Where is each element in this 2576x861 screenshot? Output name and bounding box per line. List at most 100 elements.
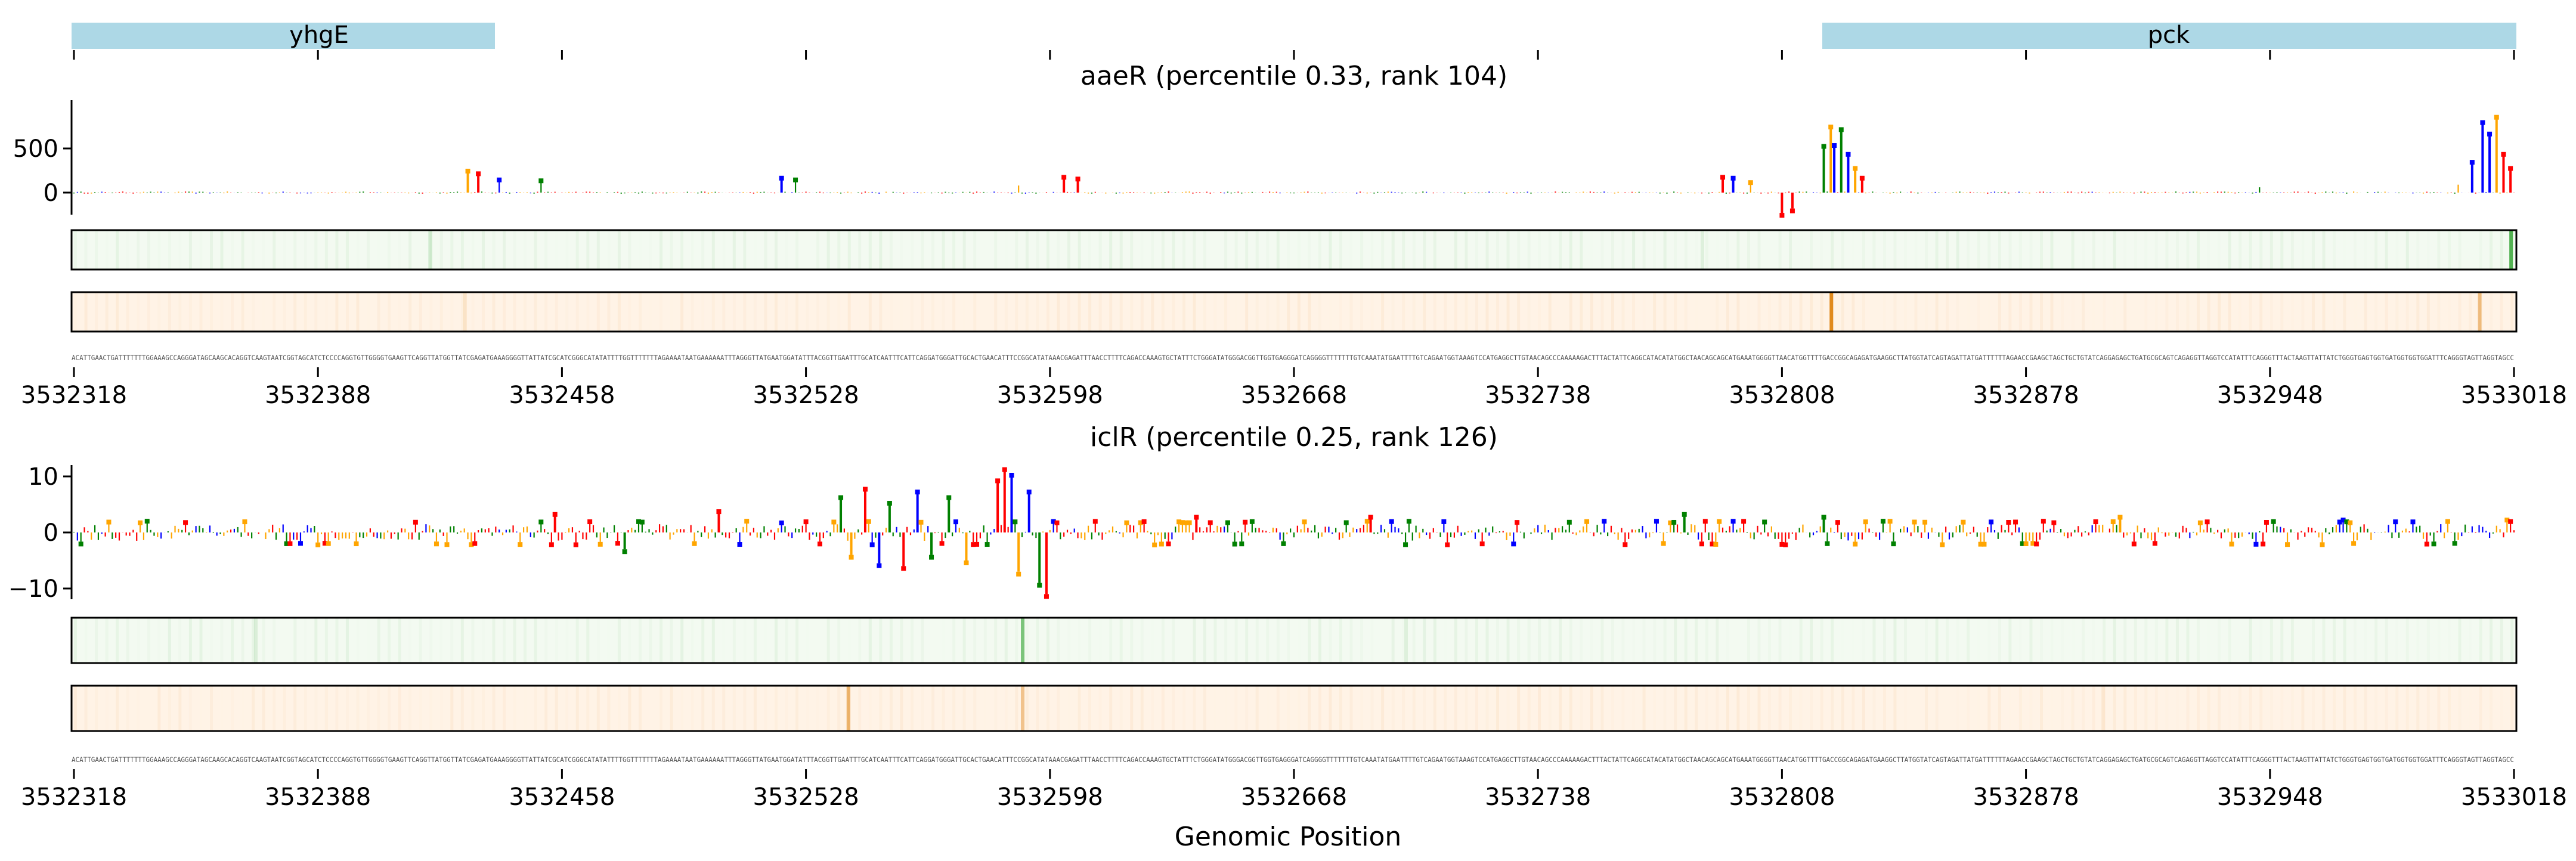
contribution-cap: [1281, 541, 1286, 546]
heatmap-cell: [931, 686, 935, 731]
heatmap-cell: [1517, 686, 1521, 731]
heatmap-cell: [2385, 686, 2388, 731]
heatmap-cell: [1413, 292, 1416, 332]
heatmap-cell: [2405, 230, 2409, 270]
heatmap-cell: [524, 686, 527, 731]
heatmap-cell: [2416, 686, 2420, 731]
contribution-cap: [1821, 515, 1826, 520]
heatmap-cell: [398, 292, 401, 332]
y-tick-label: 500: [13, 135, 58, 163]
heatmap-cell: [555, 618, 558, 663]
heatmap-cell: [816, 230, 819, 270]
contribution-cap: [587, 519, 593, 525]
heatmap-cell: [503, 292, 506, 332]
heatmap-cell: [2134, 686, 2137, 731]
heatmap-cell: [2291, 292, 2294, 332]
heatmap-cell: [994, 686, 997, 731]
heatmap-cell: [1632, 618, 1635, 663]
heatmap-cell: [680, 686, 683, 731]
heatmap-cell: [722, 230, 725, 270]
heatmap-cell: [1904, 686, 1907, 731]
heatmap-cell: [994, 292, 998, 332]
heatmap-cell: [314, 618, 318, 663]
heatmap-cell: [1685, 230, 1688, 270]
heatmap-cell: [137, 686, 140, 731]
heatmap-cell: [2051, 686, 2054, 731]
heatmap-cell: [2354, 230, 2357, 270]
heatmap-cell: [586, 292, 589, 332]
heatmap-peak: [428, 230, 432, 270]
heatmap-cell: [408, 618, 411, 663]
heatmap-cell: [1161, 686, 1165, 731]
contribution-cap: [1406, 519, 1411, 524]
heatmap-cell: [503, 618, 506, 663]
heatmap-orange-iclr: [70, 685, 2518, 732]
heatmap-cell: [168, 618, 171, 663]
contribution-cap: [1654, 519, 1659, 524]
contribution-cap: [1602, 519, 1607, 524]
heatmap-cell: [2103, 230, 2106, 270]
heatmap-cell: [858, 292, 861, 332]
contribution-cap: [1566, 519, 1572, 525]
heatmap-cell: [1423, 618, 1426, 663]
heatmap-cell: [188, 230, 192, 270]
heatmap-cell: [639, 686, 642, 731]
contribution-cap: [2006, 520, 2011, 525]
heatmap-cell: [1956, 292, 1959, 332]
heatmap-cell: [858, 618, 861, 663]
contribution-cap: [946, 495, 952, 500]
contribution-track-iclr: [73, 467, 2515, 599]
heatmap-cell: [2187, 292, 2190, 332]
heatmap-cell: [1318, 618, 1321, 663]
heatmap-cell: [2427, 686, 2430, 731]
heatmap-cell: [680, 230, 684, 270]
heatmap-cell: [137, 230, 140, 270]
contribution-cap: [1828, 124, 1834, 129]
contribution-cap: [1863, 519, 1868, 525]
heatmap-cell: [273, 686, 275, 731]
heatmap-cell: [1925, 292, 1928, 332]
heatmap-cell: [1057, 292, 1060, 332]
heatmap-cell: [754, 292, 757, 332]
x-tick-label: 3532878: [1973, 382, 2079, 409]
heatmap-cell: [1590, 618, 1593, 663]
heatmap-cell: [1245, 230, 1249, 270]
heatmap-cell: [1203, 230, 1206, 270]
heatmap-cell: [1350, 618, 1353, 663]
contribution-cap: [552, 512, 558, 517]
sequence-track-iclr: ACATTGAACTGATTTTTTTGGAAAGCCAGGGATAGCAAGC…: [72, 755, 2514, 764]
heatmap-cell: [1214, 292, 1217, 332]
heatmap-cell: [1538, 292, 1541, 332]
heatmap-peak: [2509, 230, 2513, 270]
heatmap-cell: [460, 618, 464, 663]
gene-label-pck: pck: [2148, 21, 2190, 49]
contribution-track-aaer: [73, 114, 2515, 218]
heatmap-cell: [1977, 686, 1980, 731]
heatmap-cell: [1423, 686, 1426, 731]
contribution-cap: [2285, 542, 2290, 547]
heatmap-cell: [1109, 618, 1112, 663]
heatmap-cell: [335, 686, 338, 731]
heatmap-cell: [2207, 686, 2210, 731]
heatmap-cell: [460, 686, 464, 731]
heatmap-cell: [1339, 686, 1342, 731]
heatmap-cell: [785, 292, 788, 332]
heatmap-cell: [1726, 686, 1729, 731]
heatmap-cell: [1318, 292, 1321, 332]
contribution-cap: [1717, 519, 1722, 524]
heatmap-cell: [2322, 618, 2326, 663]
heatmap-cell: [1255, 686, 1259, 731]
heatmap-cell: [1977, 230, 1980, 270]
contribution-cap: [2110, 519, 2116, 524]
heatmap-cell: [806, 618, 809, 663]
heatmap-cell: [1726, 292, 1729, 332]
heatmap-cell: [2228, 292, 2231, 332]
heatmap-cell: [1119, 230, 1123, 270]
contribution-cap: [779, 175, 784, 181]
heatmap-cell: [1747, 230, 1750, 270]
heatmap-cell: [1768, 292, 1771, 332]
contribution-cap: [2424, 541, 2429, 547]
heatmap-cell: [1423, 292, 1426, 332]
heatmap-cell: [984, 230, 987, 270]
contribution-cap: [1152, 542, 1157, 547]
